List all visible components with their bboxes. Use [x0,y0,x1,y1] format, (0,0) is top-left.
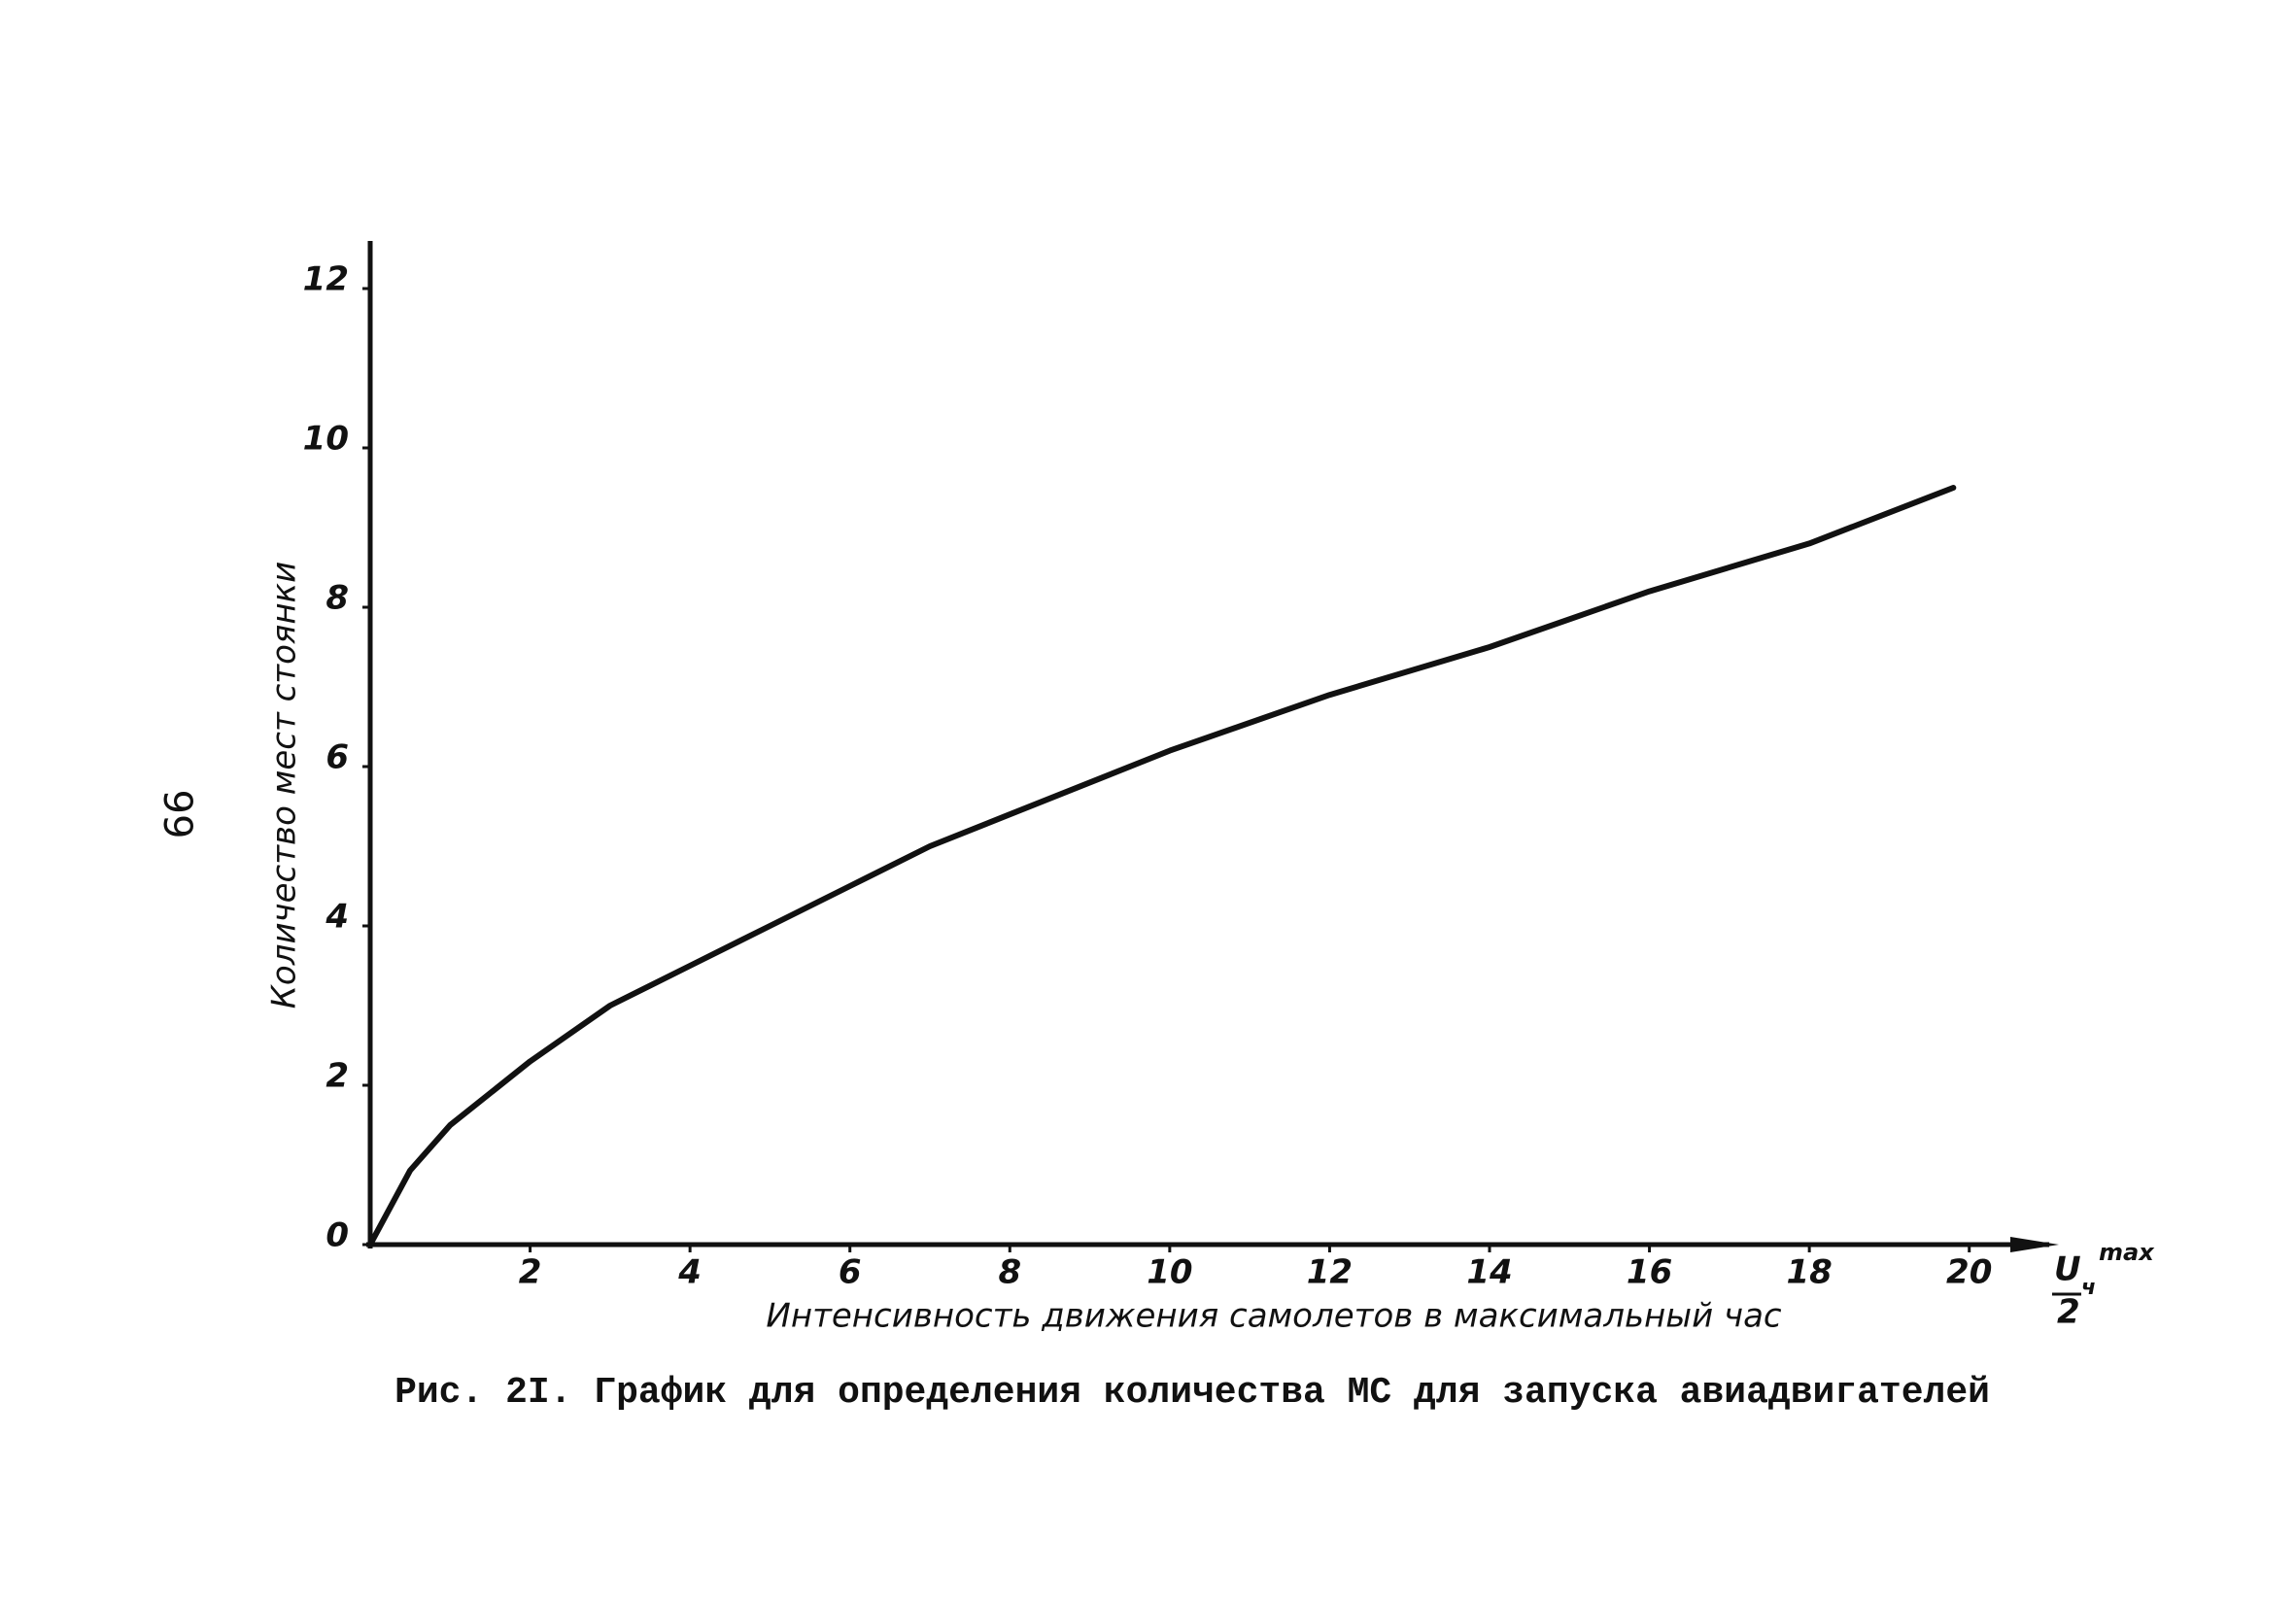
x-tick-label: 18 [1786,1253,1832,1292]
y-tick-label: 4 [325,898,349,937]
page-number: 99 [154,790,199,839]
x-tick-label: 10 [1147,1253,1192,1292]
caption: Рис. 2I. График для определения количест… [394,1372,1990,1414]
x-unit-subscript: ч [2081,1276,2096,1300]
x-unit-denominator: 2 [2057,1293,2080,1332]
y-tick-label: 0 [326,1216,349,1255]
x-axis-label: Интенсивность движения самолетов в макси… [766,1297,1781,1336]
y-tick-label: 6 [326,738,349,777]
x-tick-label: 14 [1466,1253,1512,1292]
y-axis-label: Количество мест стоянки [265,562,304,1009]
y-tick-label: 12 [303,260,349,299]
x-tick-label: 2 [519,1253,542,1292]
x-tick-label: 16 [1627,1253,1672,1292]
y-tick-label: 2 [326,1057,349,1096]
y-tick-label: 8 [326,579,349,618]
x-tick-label: 8 [998,1253,1021,1292]
y-tick-label: 10 [303,420,349,459]
x-unit-superscript: max [2099,1239,2155,1266]
x-axis-arrow [2010,1237,2059,1252]
x-tick-label: 12 [1307,1253,1353,1292]
x-tick-label: 20 [1946,1253,1992,1292]
x-unit-symbol: U [2054,1250,2081,1289]
x-tick-label: 6 [839,1253,862,1292]
x-tick-label: 4 [677,1253,702,1292]
data-line [367,485,1957,1248]
